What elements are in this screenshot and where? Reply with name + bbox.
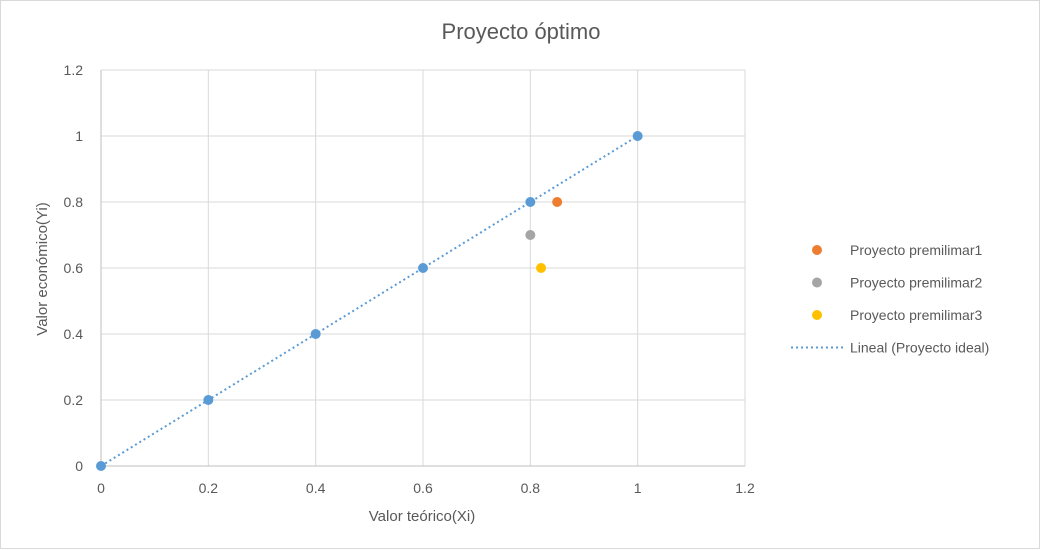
y-tick-label: 1	[75, 128, 83, 144]
legend-label: Lineal (Proyecto ideal)	[850, 340, 989, 356]
trendline	[100, 135, 639, 467]
y-tick-label: 0.2	[64, 392, 84, 408]
data-point-series-2	[525, 230, 536, 240]
data-point-series-3	[536, 263, 547, 273]
y-axis-title: Valor económico(Yi)	[34, 202, 51, 335]
y-tick-label: 0	[75, 458, 83, 474]
legend: Proyecto premilimar1 Proyecto premilimar2…	[791, 242, 989, 356]
data-point-series-0	[203, 395, 214, 405]
legend-label: Proyecto premilimar1	[850, 242, 982, 258]
legend-marker	[812, 245, 822, 255]
data-points	[96, 131, 643, 471]
legend-label: Proyecto premilimar3	[850, 307, 982, 323]
data-point-series-0	[310, 329, 321, 339]
axes: 0 0.2 0.4 0.6 0.8 1 1.2 0 0.2 0.4 0.6 0.8 1 1.2	[64, 62, 755, 496]
data-point-series-0	[418, 263, 428, 273]
x-axis-title: Valor teórico(Xi)	[369, 508, 475, 525]
x-tick-label: 0	[97, 480, 105, 496]
data-point-series-1	[552, 197, 563, 207]
y-tick-label: 0.6	[64, 260, 84, 276]
y-tick-label: 0.8	[64, 194, 84, 210]
data-point-series-0	[525, 197, 536, 207]
x-tick-label: 1.2	[735, 480, 755, 496]
x-tick-label: 0.2	[199, 480, 219, 496]
legend-marker	[812, 310, 822, 320]
legend-label: Proyecto premilimar2	[850, 275, 982, 291]
y-tick-label: 0.4	[64, 326, 84, 342]
data-point-series-0	[96, 461, 106, 471]
trendline-line	[100, 135, 639, 467]
data-point-series-0	[632, 131, 643, 141]
x-tick-label: 1	[634, 480, 642, 496]
x-tick-label: 0.4	[306, 480, 326, 496]
y-tick-label: 1.2	[64, 62, 84, 78]
x-tick-label: 0.8	[521, 480, 541, 496]
legend-marker	[812, 277, 822, 288]
chart-title: Proyecto óptimo	[442, 19, 601, 44]
x-tick-label: 0.6	[413, 480, 433, 496]
